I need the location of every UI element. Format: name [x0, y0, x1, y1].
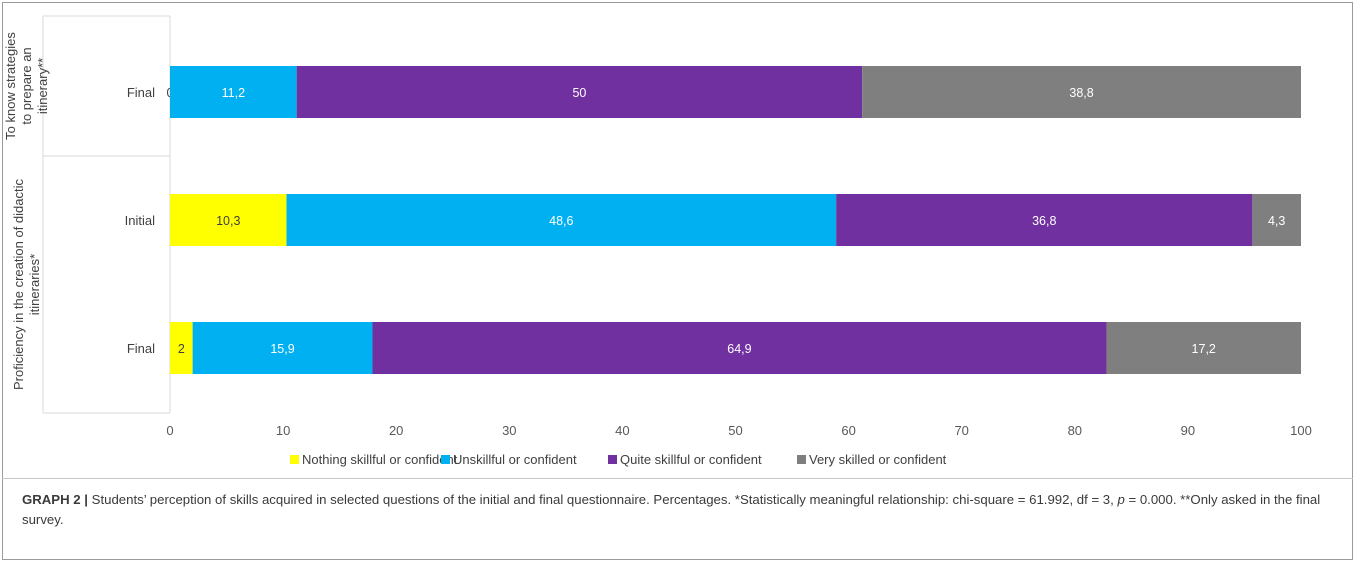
caption-p-symbol: p [1117, 492, 1125, 507]
data-label: 11,2 [222, 86, 245, 100]
group-label: To know strategiesto prepare anitinerary… [3, 32, 50, 140]
legend-label: Nothing skillful or confident [302, 452, 458, 467]
group-labels: To know strategiesto prepare anitinerary… [3, 32, 50, 390]
x-tick-label: 30 [502, 423, 516, 438]
group-label-line: itinerary** [35, 58, 50, 114]
x-tick-label: 40 [615, 423, 629, 438]
bar-segment [372, 322, 1107, 374]
group-label-line: To know strategies [3, 32, 18, 140]
caption-text-1: Students’ perception of skills acquired … [87, 492, 1118, 507]
caption-head: GRAPH 2 | [22, 492, 88, 507]
data-label: 15,9 [270, 342, 294, 356]
bars: Final011,25038,8Initial10,348,636,84,3Fi… [125, 66, 1301, 374]
x-tick-label: 60 [841, 423, 855, 438]
legend-swatch [441, 455, 450, 464]
bar-segment [1252, 194, 1301, 246]
x-tick-label: 20 [389, 423, 403, 438]
data-label: 2 [178, 342, 185, 356]
bar-segment [296, 66, 863, 118]
x-tick-label: 90 [1181, 423, 1195, 438]
legend-label: Unskillful or confident [453, 452, 577, 467]
x-tick-label: 10 [276, 423, 290, 438]
bar-segment [170, 322, 193, 374]
data-label: 4,3 [1268, 214, 1285, 228]
data-label: 17,2 [1192, 342, 1216, 356]
data-label: 36,8 [1032, 214, 1056, 228]
group-label-line: to prepare an [19, 47, 34, 124]
caption-divider [2, 478, 1353, 479]
category-label: Final [127, 341, 155, 356]
bar-segment [170, 194, 287, 246]
category-label: Initial [125, 213, 155, 228]
category-label: Final [127, 85, 155, 100]
caption-text-2: = 0.000. **Only asked in the final surve… [22, 492, 1321, 527]
bar-segment [862, 66, 1301, 118]
group-label-line: Proficiency in the creation of didactic [11, 179, 26, 390]
data-label: 50 [572, 86, 586, 100]
x-tick-label: 0 [166, 423, 173, 438]
data-label: 64,9 [727, 342, 751, 356]
bar-segment [286, 194, 837, 246]
figure-caption: GRAPH 2 | Students’ perception of skills… [22, 490, 1332, 530]
bar-segment [170, 66, 297, 118]
stacked-bar-chart: To know strategiesto prepare anitinerary… [3, 15, 1312, 467]
x-tick-label: 80 [1068, 423, 1082, 438]
legend-label: Very skilled or confident [809, 452, 947, 467]
legend-label: Quite skillful or confident [620, 452, 762, 467]
legend-swatch [290, 455, 299, 464]
legend-swatch [608, 455, 617, 464]
x-tick-label: 70 [954, 423, 968, 438]
group-label: Proficiency in the creation of didactici… [11, 179, 42, 390]
x-tick-label: 100 [1290, 423, 1312, 438]
x-tick-label: 50 [728, 423, 742, 438]
legend: Nothing skillful or confidentUnskillful … [290, 452, 947, 467]
data-label: 38,8 [1069, 86, 1093, 100]
data-label: 10,3 [216, 214, 240, 228]
bar-segment [1106, 322, 1301, 374]
x-tick-labels: 0 10 20 30 40 50 60 70 80 90 100 [166, 423, 1311, 438]
data-label: 48,6 [549, 214, 573, 228]
group-label-line: itineraries* [27, 254, 42, 315]
bar-segment [192, 322, 373, 374]
legend-swatch [797, 455, 806, 464]
bar-segment [836, 194, 1253, 246]
